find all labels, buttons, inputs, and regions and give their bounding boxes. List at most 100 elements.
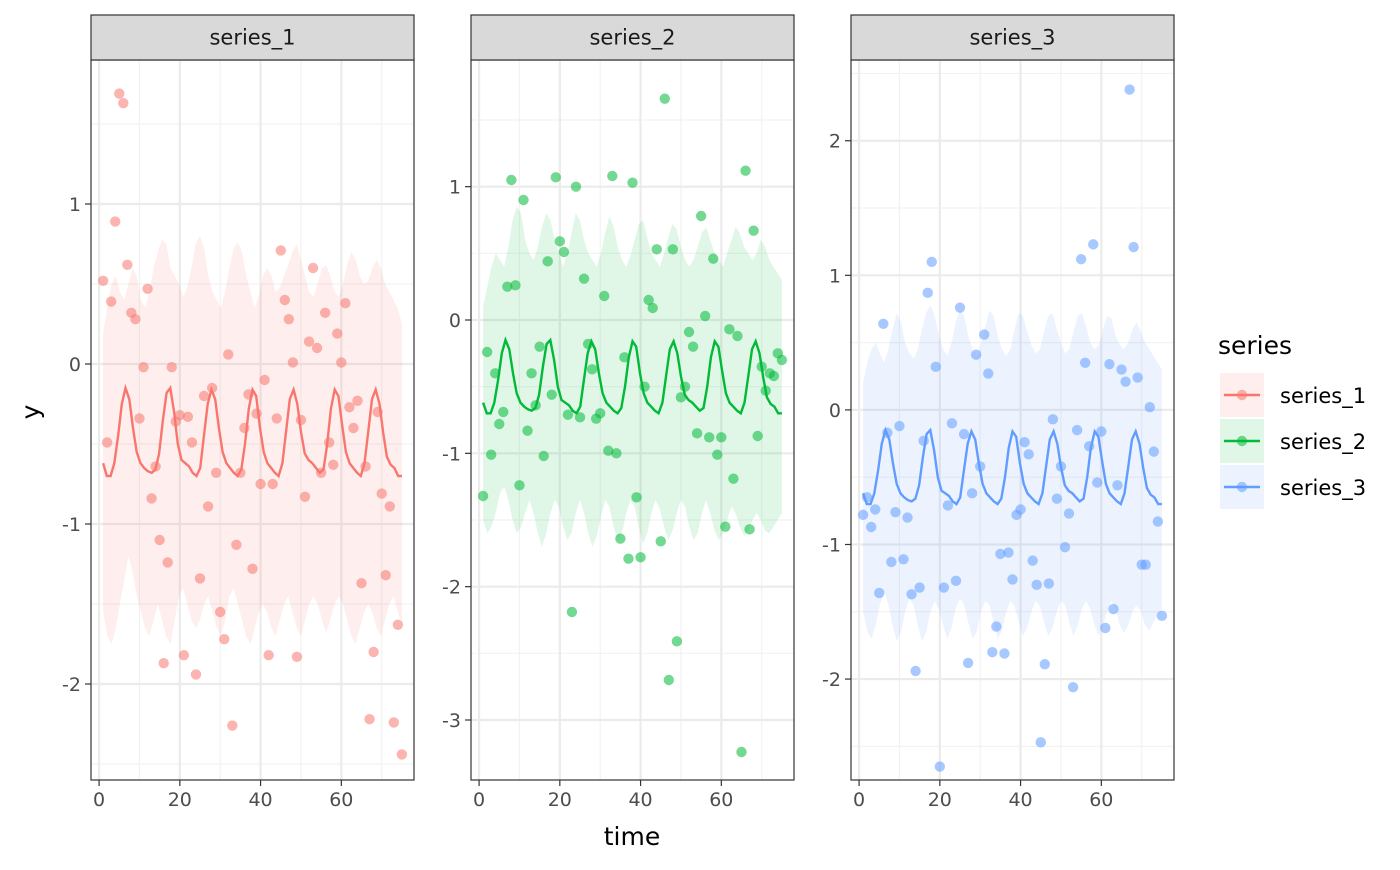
data-point [481,346,493,358]
data-point [122,259,133,270]
data-point [671,636,683,647]
data-point [1116,364,1127,375]
data-point [307,262,319,274]
legend-items: series_1 series_2 series_3 [1220,373,1366,509]
data-point [578,273,590,284]
data-point [768,370,780,382]
data-point [162,557,173,568]
data-point [570,181,582,192]
data-point [874,587,885,599]
data-point [987,646,998,658]
data-point [340,298,351,309]
data-point [699,310,711,322]
data-point [542,256,553,267]
legend-label: series_1 [1280,384,1366,409]
data-point [263,650,274,661]
data-point [776,354,788,366]
strip-label: series_1 [209,26,295,51]
data-point [562,409,574,420]
data-point [194,573,206,584]
data-point [659,93,670,104]
data-point [663,674,675,686]
data-point [388,717,400,728]
data-point [494,418,505,430]
confidence-ribbon [863,304,1162,642]
data-point [902,512,913,523]
data-point [922,287,933,299]
data-point [356,578,367,589]
data-point [384,501,395,512]
data-point [130,314,141,325]
data-point [1035,737,1046,748]
data-point [1100,622,1111,634]
legend-key-point [1236,389,1248,401]
data-point [319,307,331,318]
data-point [926,256,937,268]
data-point [954,302,966,313]
legend-item-series_3: series_3 [1220,465,1366,509]
strip-label: series_3 [969,26,1055,51]
data-point [748,225,759,236]
data-point [554,236,566,247]
data-point [502,281,513,292]
y-tick-label: -1 [822,534,841,556]
legend-key-point [1236,435,1248,447]
data-point [752,430,763,442]
data-point [344,402,355,413]
data-point [1043,578,1055,589]
legend-key-point [1236,481,1248,493]
panel-background [91,60,414,780]
data-point [962,657,974,669]
data-point [1059,541,1071,553]
data-point [498,406,509,418]
data-point [950,575,962,587]
data-point [332,328,343,339]
data-point [223,349,234,360]
data-point [534,341,545,352]
data-point [215,606,226,618]
data-point [732,330,743,342]
data-point [627,177,638,188]
data-point [352,395,363,406]
data-point [550,172,561,183]
data-point [485,449,497,460]
data-point [898,554,909,565]
data-point [683,326,695,338]
data-point [114,88,125,99]
data-point [857,509,869,521]
fitted-line [101,383,402,479]
y-tick-label: -1 [442,443,461,465]
data-point [906,589,917,600]
data-point [1088,239,1099,250]
data-point [324,437,335,448]
fitted-line [481,336,782,416]
data-point [720,521,731,532]
data-point [368,646,379,658]
data-point [736,746,747,758]
data-point [477,490,489,502]
data-point [914,582,925,593]
data-point [999,648,1010,659]
data-point [704,432,715,443]
data-point [651,244,662,255]
data-point [1015,504,1026,515]
data-point [1067,681,1079,693]
data-point [1128,241,1139,253]
confidence-ribbon [103,236,402,644]
x-tick-label: 40 [1008,789,1032,811]
data-point [970,349,982,360]
data-point [538,450,549,462]
strip-label: series_2 [589,26,675,51]
data-point [1156,610,1168,622]
data-point [514,480,525,491]
data-point [299,491,311,502]
y-tick-label: -2 [442,577,461,599]
data-point [178,650,190,661]
confidence-ribbon [483,206,782,547]
fitted-line [861,426,1162,507]
data-point [522,425,533,436]
x-tick-label: 40 [628,789,652,811]
data-point [1019,437,1030,448]
data-point [1092,477,1103,488]
x-tick-label: 20 [928,789,952,811]
